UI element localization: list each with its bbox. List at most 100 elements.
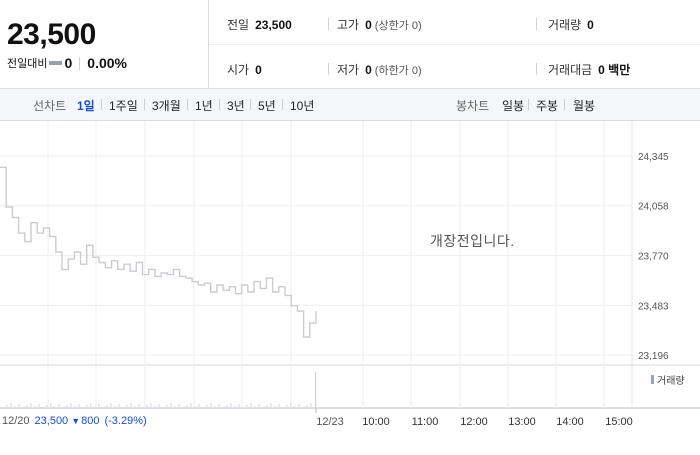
volume-bar: [170, 403, 172, 408]
volume-bar: [202, 407, 204, 408]
volume-bar: [6, 405, 8, 408]
prev-day-price: 23,500: [34, 415, 69, 427]
divider: [187, 99, 188, 110]
x-axis: 12/23 10:00 11:00 12:00 13:00 14:00 15:00: [316, 416, 633, 428]
period-3m-tab[interactable]: 3개월: [152, 99, 181, 113]
y-tick-label: 23,196: [638, 351, 669, 362]
volume-bar: [34, 406, 36, 408]
down-arrow-icon: ▼: [71, 416, 81, 426]
period-1d-tab[interactable]: 1일: [77, 99, 95, 113]
volume-bar: [162, 407, 164, 408]
volume-bar: [186, 405, 188, 408]
volume-bar: [238, 404, 240, 408]
volume-bar: [298, 404, 300, 408]
volume-bar: [42, 407, 44, 408]
volume-bar: [194, 406, 196, 408]
prev-day-price-line: [0, 166, 317, 338]
market-closed-notice: 개장전입니다.: [430, 233, 515, 249]
chart-grid: [0, 121, 700, 413]
volume-bar: [122, 407, 124, 408]
low-value: 0: [365, 63, 372, 77]
volume-bar: [14, 406, 16, 408]
volume-bar: [142, 407, 144, 408]
prev-day-line: [0, 166, 317, 338]
divider: [209, 44, 700, 45]
volume-bar: [58, 404, 60, 408]
candle-daily-tab[interactable]: 일봉: [502, 99, 525, 113]
volume-bar: [114, 406, 116, 408]
volume-bar: [258, 404, 260, 408]
x-tick-label: 12/23: [316, 416, 344, 428]
volume-bar: [26, 405, 28, 408]
volume-bar: [178, 404, 180, 408]
x-tick-label: 13:00: [508, 416, 536, 428]
volume-bar: [98, 404, 100, 408]
y-tick-label: 23,483: [638, 301, 669, 312]
volume-bar: [66, 405, 68, 408]
volume-bar: [182, 407, 184, 408]
amount-value: 0 백만: [598, 63, 631, 77]
volume-bar: [198, 404, 200, 408]
x-tick-label: 10:00: [362, 416, 390, 428]
current-price: 23,500: [7, 18, 96, 51]
volume-bar: [90, 403, 92, 408]
period-1y-tab[interactable]: 1년: [195, 99, 213, 113]
prev-day-percent: (-3.29%): [104, 415, 147, 427]
volume-bar: [150, 403, 152, 408]
divider: [328, 63, 329, 75]
volume-bar: [94, 406, 96, 408]
x-tick-label: 14:00: [556, 416, 584, 428]
volume-bar: [10, 403, 12, 408]
volume-bar: [130, 403, 132, 408]
period-5y-tab[interactable]: 5년: [258, 99, 276, 113]
flat-indicator-icon: [49, 61, 63, 65]
prev-close-value: 23,500: [255, 18, 292, 32]
y-tick-label: 23,770: [638, 252, 669, 263]
volume-bar: [54, 406, 56, 408]
volume-bar: [274, 406, 276, 408]
volume-bar: [234, 406, 236, 408]
volume-bar: [290, 403, 292, 408]
volume-bar: [74, 406, 76, 408]
open-label: 시가: [227, 63, 250, 77]
period-10y-tab[interactable]: 10년: [290, 99, 315, 113]
volume-bar: [315, 372, 317, 408]
volume-bar: [306, 405, 308, 408]
divider: [282, 99, 283, 110]
upper-limit: (상한가 0): [374, 20, 422, 32]
period-1w-tab[interactable]: 1주일: [109, 99, 138, 113]
volume-bar: [154, 406, 156, 408]
divider: [328, 18, 329, 30]
volume-bar: [146, 405, 148, 408]
volume-bar: [70, 403, 72, 408]
volume-bar: [294, 406, 296, 408]
volume-bar: [134, 406, 136, 408]
volume-bar: [50, 403, 52, 408]
candle-weekly-tab[interactable]: 주봉: [536, 99, 559, 113]
volume-bar: [302, 407, 304, 408]
divider: [219, 99, 220, 110]
volume-bar: [310, 403, 312, 408]
period-3y-tab[interactable]: 3년: [227, 99, 245, 113]
volume-bar: [266, 405, 268, 408]
volume-bar: [210, 403, 212, 408]
change-percent: 0.00%: [87, 55, 127, 71]
volume-bar: [222, 407, 224, 408]
quote-summary: 23,500 전일대비 0 0.00% 전일 23,500 고가 0 (상한가 0) …: [0, 0, 700, 89]
volume-bar: [214, 406, 216, 408]
high-stat: 고가 0 (상한가 0): [337, 16, 422, 33]
x-tick-label: 12:00: [460, 416, 488, 428]
volume-bar: [226, 405, 228, 408]
low-label: 저가: [337, 63, 360, 77]
divider: [144, 99, 145, 110]
volume-bar: [218, 404, 220, 408]
volume-bar: [110, 403, 112, 408]
volume-bar: [106, 405, 108, 408]
volume-bar: [46, 405, 48, 408]
volume-bar: [30, 403, 32, 408]
candle-monthly-tab[interactable]: 월봉: [573, 99, 596, 113]
volume-bar: [282, 407, 284, 408]
divider: [536, 63, 537, 75]
amount-label: 거래대금: [548, 63, 593, 77]
y-axis: 24,345 24,058 23,770 23,483 23,196: [638, 152, 669, 362]
